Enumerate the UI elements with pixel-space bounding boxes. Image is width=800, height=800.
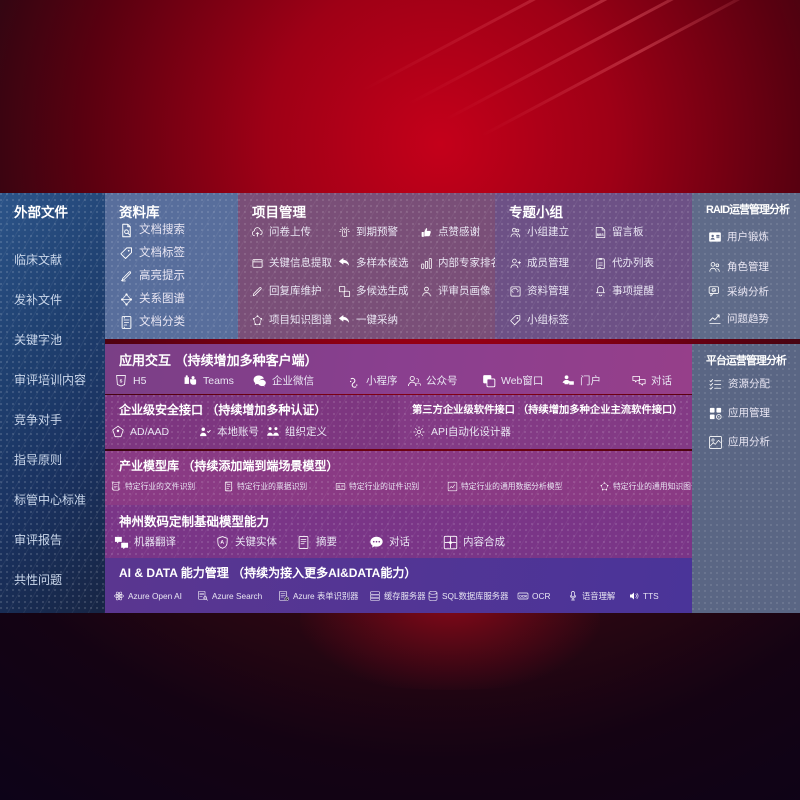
svg-text:QA: QA: [712, 289, 716, 292]
svg-text:OCR: OCR: [519, 594, 527, 598]
svg-text:BBS: BBS: [597, 233, 605, 237]
svg-text:5: 5: [120, 378, 123, 384]
